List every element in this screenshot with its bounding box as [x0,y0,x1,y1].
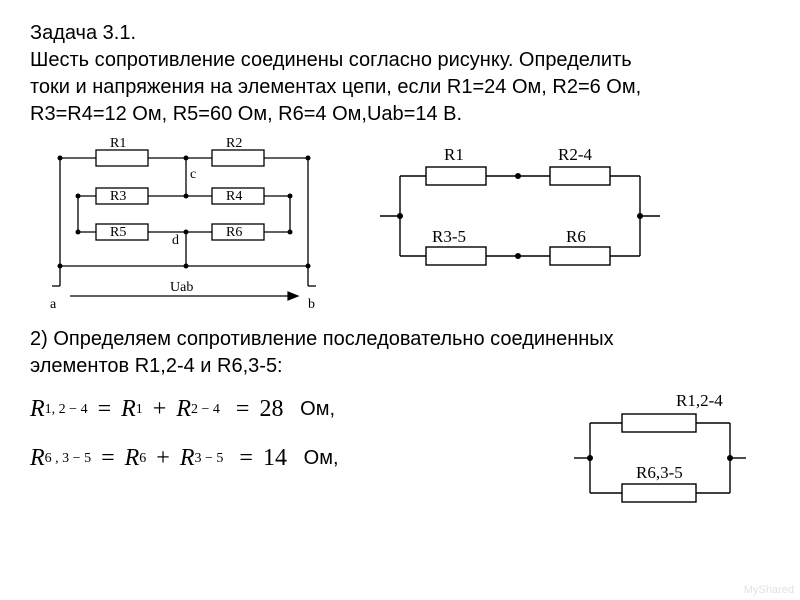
step2-row: R1, 2 − 4 = R1 + R2 − 4 = 28 Ом, R6 , 3 … [30,388,770,518]
label-R4: R4 [226,189,242,204]
formulas: R1, 2 − 4 = R1 + R2 − 4 = 28 Ом, R6 , 3 … [30,388,339,472]
step2-line1: 2) Определяем сопротивление последовател… [30,326,770,353]
eq1-lhs-R: R [30,396,45,423]
label-b: b [308,297,315,312]
eq1-lhs-sub: 1, 2 − 4 [45,402,88,418]
eq1-r2: R [176,396,191,423]
label-R124: R1,2-4 [676,391,723,410]
label-R6: R6 [226,225,242,240]
eq1-r1-sub: 1 [136,402,143,418]
eq2-lhs-R: R [30,445,45,472]
label-R635: R6,3-5 [636,463,683,482]
label-Uab: Uab [170,280,193,295]
eq1-r2-sub: 2 − 4 [191,402,220,418]
circuit-left: R1 R2 R3 R4 R5 R6 c d a b Uab [30,136,330,316]
formula-2: R6 , 3 − 5 = R6 + R3 − 5 = 14 Ом, [30,445,339,472]
circuit-right: R1 R2-4 R3-5 R6 [360,136,680,316]
problem-title: Задача 3.1. [30,20,770,47]
problem-line2: токи и напряжения на элементах цепи, есл… [30,74,770,101]
circuit-step2: R1,2-4 R6,3-5 [560,388,760,518]
label-a: a [50,297,57,312]
eq2-r1-sub: 6 [139,451,146,467]
label-c: c [190,167,196,182]
watermark: МуShared [744,584,794,596]
label-R24: R2-4 [558,145,593,164]
eq2-val: 14 [263,445,287,472]
problem-line1: Шесть сопротивление соединены согласно р… [30,47,770,74]
label-R3: R3 [110,189,126,204]
formula-1: R1, 2 − 4 = R1 + R2 − 4 = 28 Ом, [30,396,339,423]
eq1-r1: R [121,396,136,423]
label-R1b: R1 [444,145,464,164]
eq2-unit: Ом, [304,447,339,470]
eq1-val: 28 [259,396,283,423]
label-R6b: R6 [566,227,586,246]
eq2-r1: R [125,445,140,472]
label-R35: R3-5 [432,227,466,246]
label-d: d [172,233,179,248]
label-R1: R1 [110,136,126,151]
eq1-unit: Ом, [300,398,335,421]
eq2-r2: R [180,445,195,472]
step2-line2: элементов R1,2-4 и R6,3-5: [30,353,770,380]
circuits-row-1: R1 R2 R3 R4 R5 R6 c d a b Uab [30,136,770,316]
label-R2: R2 [226,136,242,151]
problem-statement: Задача 3.1. Шесть сопротивление соединен… [30,20,770,128]
label-R5: R5 [110,225,126,240]
problem-line3: R3=R4=12 Ом, R5=60 Ом, R6=4 Ом,Uab=14 В. [30,101,770,128]
eq2-r2-sub: 3 − 5 [195,451,224,467]
step2-text: 2) Определяем сопротивление последовател… [30,326,770,380]
eq2-lhs-sub: 6 , 3 − 5 [45,451,91,467]
